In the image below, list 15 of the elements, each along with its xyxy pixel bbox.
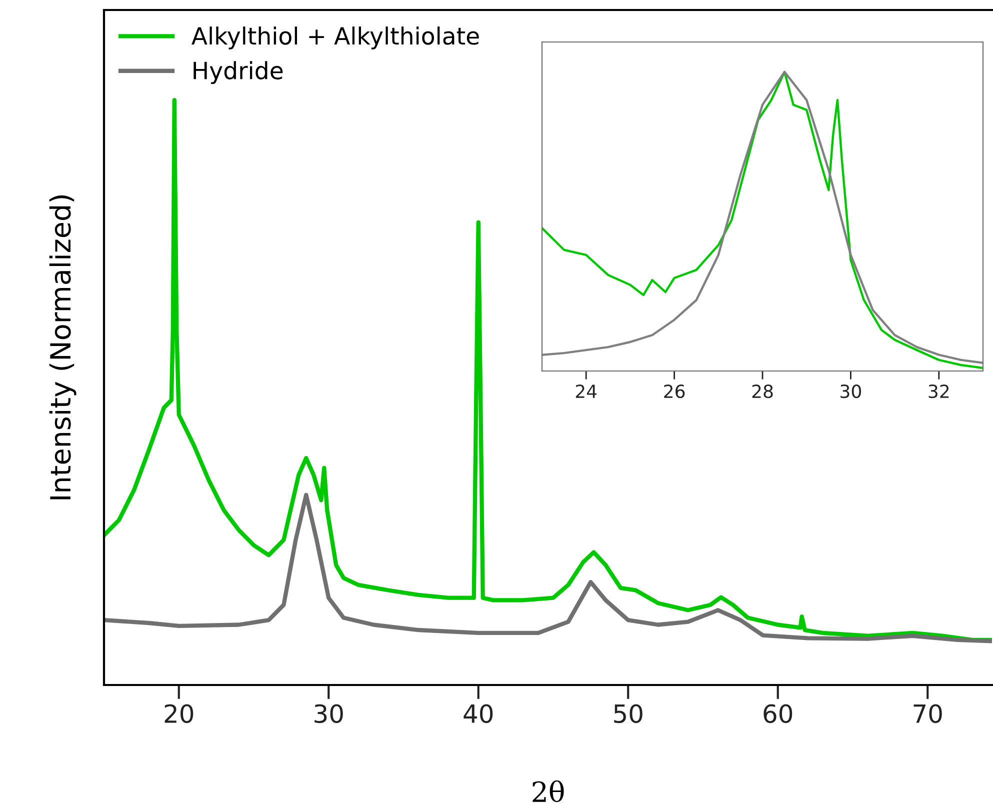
y-axis-title: Intensity (Normalized): [49, 195, 76, 500]
x-tick-label: 26: [664, 384, 685, 398]
x-tick-label: 30: [314, 704, 343, 724]
x-tick-label: 40: [464, 704, 493, 724]
x-tick-label: 20: [164, 704, 194, 724]
x-tick-label: 60: [764, 704, 792, 724]
x-tick-label: 24: [576, 384, 597, 398]
x-tick-label: 28: [752, 384, 773, 398]
x-tick-label: 70: [914, 704, 942, 724]
x-tick-label: 50: [614, 704, 642, 724]
legend-label: Hydride: [194, 61, 283, 84]
x-tick-label: 30: [840, 384, 861, 398]
x-tick-label: 32: [928, 384, 949, 398]
legend-label: Alkylthiol + Alkylthiolate: [192, 26, 479, 50]
x-axis-title: 2θ: [532, 780, 564, 802]
